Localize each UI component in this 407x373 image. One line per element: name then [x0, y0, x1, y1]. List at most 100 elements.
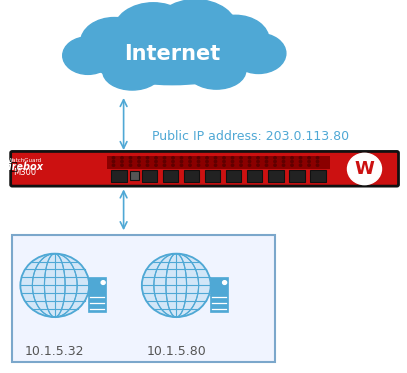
Circle shape [146, 160, 149, 163]
Bar [130, 171, 139, 180]
Circle shape [121, 157, 123, 159]
Circle shape [129, 157, 132, 159]
Circle shape [316, 164, 319, 166]
Circle shape [231, 164, 234, 166]
Text: Internet: Internet [124, 44, 220, 64]
Circle shape [257, 157, 259, 159]
Circle shape [112, 157, 115, 159]
Circle shape [206, 160, 208, 163]
Circle shape [248, 160, 251, 163]
Text: firebox: firebox [5, 162, 44, 172]
Ellipse shape [81, 18, 148, 67]
Circle shape [172, 160, 174, 163]
Bar [205, 170, 220, 182]
Circle shape [282, 157, 285, 159]
Circle shape [138, 164, 140, 166]
Circle shape [112, 164, 115, 166]
Circle shape [197, 160, 200, 163]
Ellipse shape [103, 53, 162, 90]
FancyBboxPatch shape [11, 151, 398, 186]
Circle shape [274, 157, 276, 159]
Circle shape [231, 160, 234, 163]
Text: W: W [354, 160, 374, 178]
Circle shape [348, 153, 381, 185]
Text: M300: M300 [13, 168, 36, 177]
Ellipse shape [153, 0, 237, 60]
Text: 10.1.5.32: 10.1.5.32 [25, 345, 85, 358]
Circle shape [20, 254, 89, 317]
Circle shape [265, 164, 268, 166]
Circle shape [163, 157, 166, 159]
Bar [112, 170, 127, 182]
Circle shape [138, 160, 140, 163]
Circle shape [214, 160, 217, 163]
Circle shape [308, 160, 310, 163]
Circle shape [101, 280, 105, 284]
Circle shape [214, 157, 217, 159]
Circle shape [142, 254, 211, 317]
Circle shape [282, 160, 285, 163]
Circle shape [291, 160, 293, 163]
Circle shape [223, 157, 225, 159]
Bar [142, 170, 157, 182]
Bar [163, 170, 178, 182]
Circle shape [206, 164, 208, 166]
Circle shape [112, 160, 115, 163]
Text: Public IP address: 203.0.113.80: Public IP address: 203.0.113.80 [152, 131, 349, 143]
Circle shape [257, 160, 259, 163]
Circle shape [257, 164, 259, 166]
Circle shape [231, 157, 234, 159]
Circle shape [265, 157, 268, 159]
Circle shape [282, 164, 285, 166]
Circle shape [121, 160, 123, 163]
Circle shape [180, 164, 183, 166]
Circle shape [155, 160, 157, 163]
Circle shape [197, 157, 200, 159]
Bar [247, 170, 263, 182]
Text: WatchGuard: WatchGuard [7, 158, 42, 163]
Circle shape [291, 164, 293, 166]
Circle shape [223, 160, 225, 163]
Circle shape [308, 157, 310, 159]
Bar [210, 277, 228, 313]
Circle shape [274, 164, 276, 166]
Circle shape [291, 157, 293, 159]
Bar [88, 277, 106, 313]
Circle shape [146, 157, 149, 159]
Circle shape [316, 160, 319, 163]
Ellipse shape [201, 15, 269, 65]
Ellipse shape [88, 31, 256, 85]
Bar [268, 170, 284, 182]
Circle shape [240, 160, 242, 163]
Circle shape [163, 164, 166, 166]
Circle shape [146, 164, 149, 166]
Circle shape [155, 164, 157, 166]
Circle shape [138, 157, 140, 159]
Circle shape [248, 157, 251, 159]
Circle shape [189, 157, 191, 159]
Circle shape [206, 157, 208, 159]
Bar [289, 170, 304, 182]
Circle shape [180, 160, 183, 163]
Circle shape [189, 160, 191, 163]
Circle shape [223, 280, 227, 284]
Circle shape [240, 157, 242, 159]
Circle shape [299, 164, 302, 166]
Circle shape [172, 164, 174, 166]
Circle shape [223, 164, 225, 166]
Circle shape [274, 160, 276, 163]
Circle shape [248, 164, 251, 166]
Circle shape [240, 164, 242, 166]
Circle shape [180, 157, 183, 159]
Bar [226, 170, 241, 182]
Circle shape [121, 164, 123, 166]
Circle shape [265, 160, 268, 163]
Circle shape [129, 160, 132, 163]
Circle shape [299, 160, 302, 163]
Ellipse shape [231, 33, 286, 73]
Ellipse shape [187, 51, 246, 89]
Circle shape [197, 164, 200, 166]
Circle shape [163, 160, 166, 163]
Circle shape [189, 164, 191, 166]
FancyBboxPatch shape [12, 235, 276, 362]
